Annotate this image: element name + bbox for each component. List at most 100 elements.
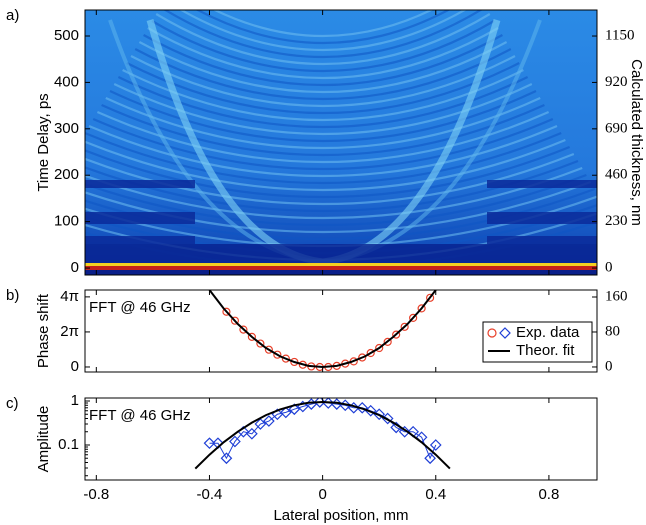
x-tick-label: -0.8 bbox=[83, 486, 109, 503]
y-tick-label: 100 bbox=[54, 213, 79, 230]
heat-fringe bbox=[113, 83, 533, 136]
annotation: FFT @ 46 GHz bbox=[89, 407, 191, 424]
data-point bbox=[398, 425, 411, 438]
heat-fringe bbox=[92, 117, 554, 171]
data-point bbox=[281, 354, 290, 363]
data-point bbox=[263, 415, 275, 427]
y2-tick-label: 1150 bbox=[605, 27, 634, 43]
plot-frame bbox=[84, 9, 598, 276]
heat-fringe bbox=[126, 62, 520, 114]
y-tick-label: 500 bbox=[54, 27, 79, 44]
data-point bbox=[246, 427, 258, 440]
heat-fringe bbox=[163, 10, 483, 59]
heat-base bbox=[85, 263, 597, 266]
plot-frame bbox=[84, 289, 598, 373]
heat-fringe bbox=[85, 152, 575, 206]
legend-marker bbox=[487, 328, 497, 338]
y-tick-label: 1 bbox=[71, 392, 79, 409]
data-point bbox=[254, 418, 267, 430]
legend-box bbox=[482, 321, 593, 363]
series-line bbox=[208, 290, 437, 369]
y2-tick-label: 920 bbox=[605, 74, 628, 90]
data-point bbox=[375, 343, 384, 353]
data-point bbox=[400, 322, 409, 331]
heat-fringe bbox=[109, 90, 537, 143]
y2-axis-label: Calculated thickness, nm bbox=[628, 59, 645, 226]
heat-fringe bbox=[134, 48, 512, 100]
heat-base bbox=[85, 266, 597, 270]
legend-label: Exp. data bbox=[516, 324, 580, 341]
heat-fringe bbox=[138, 41, 508, 93]
y2-tick-label: 690 bbox=[605, 120, 628, 136]
y2-tick-label: 0 bbox=[605, 259, 613, 275]
heat-fringe bbox=[155, 13, 491, 66]
annotation: FFT @ 46 GHz bbox=[89, 299, 191, 316]
data-point bbox=[424, 452, 436, 465]
data-point bbox=[247, 332, 256, 341]
x-axis-label: Lateral position, mm bbox=[273, 507, 408, 524]
heat-band bbox=[85, 236, 195, 244]
data-point bbox=[273, 350, 282, 359]
y-tick-label: 200 bbox=[54, 166, 79, 183]
heat-fringe bbox=[130, 55, 516, 107]
y2-tick-label: 230 bbox=[605, 213, 628, 229]
heat-fringe bbox=[151, 20, 495, 73]
y-tick-label: 300 bbox=[54, 120, 79, 137]
data-point bbox=[356, 401, 369, 414]
y-tick-label: 0.1 bbox=[58, 436, 79, 453]
y-axis-label: Time Delay, ps bbox=[35, 93, 52, 191]
y2-tick-label: 0 bbox=[605, 358, 613, 374]
heat-fringe bbox=[85, 180, 591, 234]
y2-tick-label: 460 bbox=[605, 167, 628, 183]
data-point bbox=[230, 316, 240, 325]
y-axis-label: Phase shift bbox=[35, 293, 52, 368]
heat-fringe bbox=[85, 173, 587, 227]
heat-fringe bbox=[195, 10, 451, 44]
heat-band bbox=[487, 212, 597, 224]
data-point bbox=[409, 313, 418, 322]
x-tick-label: 0.4 bbox=[425, 486, 446, 503]
heat-fringe bbox=[143, 34, 503, 87]
heat-fringe bbox=[85, 166, 583, 220]
data-point bbox=[203, 437, 216, 450]
y-tick-label: 4π bbox=[60, 288, 79, 305]
data-point bbox=[288, 403, 301, 416]
data-point bbox=[313, 398, 326, 408]
plot-area bbox=[194, 398, 451, 470]
y2-tick-label: 80 bbox=[605, 323, 620, 339]
y-axis-label: Amplitude bbox=[35, 406, 52, 473]
x-tick-label: -0.4 bbox=[197, 486, 223, 503]
data-point bbox=[239, 325, 248, 334]
data-point bbox=[358, 353, 367, 362]
y2-tick-label: 160 bbox=[605, 288, 628, 304]
heat-band bbox=[487, 236, 597, 244]
plot-frame bbox=[84, 397, 598, 481]
data-point bbox=[264, 345, 273, 354]
heat-fringe bbox=[85, 145, 571, 199]
heat-fringe bbox=[85, 138, 566, 192]
y-tick-label: 400 bbox=[54, 73, 79, 90]
data-point bbox=[366, 348, 375, 358]
data-point bbox=[392, 330, 401, 339]
heat-fringe bbox=[85, 131, 562, 185]
heat-fringe bbox=[105, 97, 541, 150]
plot-area bbox=[208, 290, 437, 372]
heat-base bbox=[85, 270, 597, 275]
data-point bbox=[373, 408, 386, 421]
heat-fringe bbox=[147, 27, 499, 80]
data-point bbox=[417, 304, 426, 313]
data-point bbox=[364, 404, 377, 417]
heat-fringe bbox=[88, 124, 558, 178]
legend-marker bbox=[499, 327, 511, 339]
data-point bbox=[426, 293, 435, 302]
data-point bbox=[279, 406, 292, 419]
data-point bbox=[383, 337, 392, 346]
heat-fringe bbox=[179, 10, 467, 51]
x-tick-label: 0.8 bbox=[538, 486, 559, 503]
data-point bbox=[222, 307, 231, 316]
data-point bbox=[256, 339, 265, 348]
panel-label: a) bbox=[6, 7, 19, 24]
y-tick-label: 0 bbox=[71, 259, 79, 276]
data-point bbox=[229, 435, 241, 448]
